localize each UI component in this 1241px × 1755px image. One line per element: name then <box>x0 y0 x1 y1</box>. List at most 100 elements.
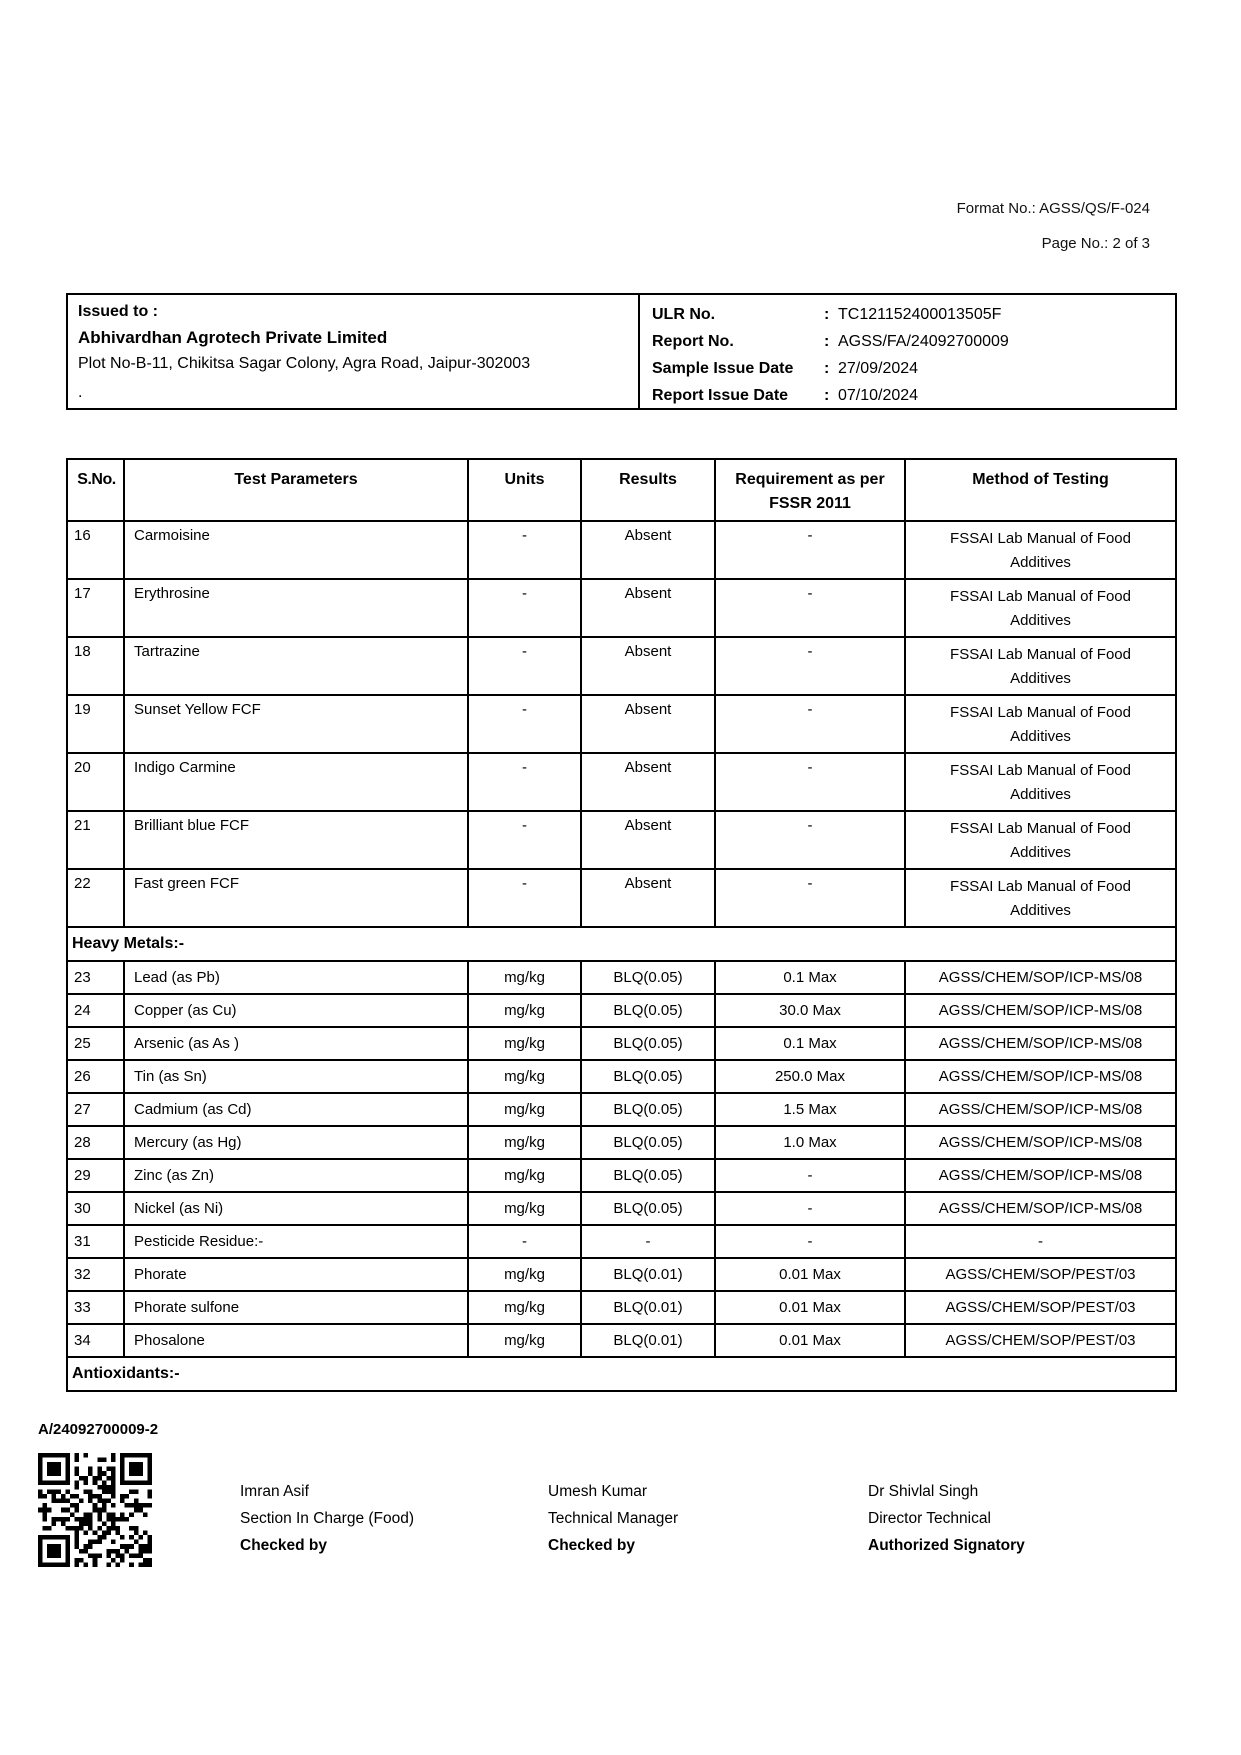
col-requirement: Requirement as per FSSR 2011 <box>714 458 906 522</box>
cell-sno: 16 <box>66 520 125 580</box>
cell-requirement: 0.1 Max <box>714 960 906 995</box>
section-row: Antioxidants:- <box>66 1356 1177 1392</box>
cell-results: BLQ(0.01) <box>580 1257 716 1292</box>
cell-method-text: AGSS/CHEM/SOP/ICP-MS/08 <box>938 1167 1143 1184</box>
cell-sno: 18 <box>66 636 125 696</box>
cell-method: FSSAI Lab Manual of Food Additives <box>904 520 1177 580</box>
cell-requirement: 0.1 Max <box>714 1026 906 1061</box>
cell-parameter: Carmoisine <box>123 520 469 580</box>
cell-requirement: 30.0 Max <box>714 993 906 1028</box>
cell-units: mg/kg <box>467 1323 582 1358</box>
cell-parameter: Fast green FCF <box>123 868 469 928</box>
cell-results: BLQ(0.05) <box>580 993 716 1028</box>
cell-sno: 19 <box>66 694 125 754</box>
cell-method: FSSAI Lab Manual of Food Additives <box>904 810 1177 870</box>
cell-parameter: Cadmium (as Cd) <box>123 1092 469 1127</box>
info-value: AGSS/FA/24092700009 <box>838 333 1009 350</box>
cell-sno: 30 <box>66 1191 125 1226</box>
cell-sno: 27 <box>66 1092 125 1127</box>
info-colon: : <box>824 306 830 323</box>
signatory-role: Checked by <box>548 1537 636 1554</box>
table-row: 27 Cadmium (as Cd) mg/kg BLQ(0.05) 1.5 Max AG… <box>66 1092 1177 1127</box>
cell-method: FSSAI Lab Manual of Food Additives <box>904 636 1177 696</box>
col-sno: S.No. <box>66 458 125 522</box>
cell-parameter: Brilliant blue FCF <box>123 810 469 870</box>
cell-sno: 34 <box>66 1323 125 1358</box>
signatory-name: Dr Shivlal Singh <box>868 1483 979 1500</box>
cell-method-text: AGSS/CHEM/SOP/PEST/03 <box>945 1299 1136 1316</box>
issued-to-cell: Issued to : Abhivardhan Agrotech Private… <box>68 295 640 408</box>
cell-method-text: AGSS/CHEM/SOP/ICP-MS/08 <box>938 1068 1143 1085</box>
cell-units: mg/kg <box>467 1125 582 1160</box>
cell-sno: 31 <box>66 1224 125 1259</box>
cell-requirement: - <box>714 694 906 754</box>
signatory-role: Checked by <box>240 1537 328 1554</box>
report-info: ULR No.: TC121152400013505F Report No.: AGS… <box>640 295 1175 408</box>
table-row: 26 Tin (as Sn) mg/kg BLQ(0.05) 250.0 Max AGSS… <box>66 1059 1177 1094</box>
col-method: Method of Testing <box>904 458 1177 522</box>
cell-results: BLQ(0.05) <box>580 1191 716 1226</box>
cell-method: AGSS/CHEM/SOP/ICP-MS/08 <box>904 993 1177 1028</box>
issued-to-label: Issued to : <box>78 303 159 320</box>
cell-results: Absent <box>580 868 716 928</box>
info-value: TC121152400013505F <box>838 306 1002 323</box>
cell-results: BLQ(0.01) <box>580 1290 716 1325</box>
cell-requirement: - <box>714 868 906 928</box>
cell-requirement: 0.01 Max <box>714 1257 906 1292</box>
cell-method: - <box>904 1224 1177 1259</box>
cell-results: BLQ(0.05) <box>580 1158 716 1193</box>
cell-method-text: - <box>1038 1233 1043 1250</box>
cell-parameter: Zinc (as Zn) <box>123 1158 469 1193</box>
cell-method: FSSAI Lab Manual of Food Additives <box>904 868 1177 928</box>
cell-requirement: - <box>714 1224 906 1259</box>
signatory-title: Director Technical <box>868 1510 991 1527</box>
cell-units: - <box>467 752 582 812</box>
cell-method-text: FSSAI Lab Manual of Food Additives <box>950 588 1131 629</box>
cell-method-text: AGSS/CHEM/SOP/ICP-MS/08 <box>938 969 1143 986</box>
cell-parameter: Mercury (as Hg) <box>123 1125 469 1160</box>
cell-requirement: - <box>714 1158 906 1193</box>
info-colon: : <box>824 360 830 377</box>
cell-method-text: AGSS/CHEM/SOP/PEST/03 <box>945 1266 1136 1283</box>
cell-requirement: 0.01 Max <box>714 1323 906 1358</box>
signatory-name: Umesh Kumar <box>548 1483 648 1500</box>
cell-parameter: Phorate <box>123 1257 469 1292</box>
table-row: 23 Lead (as Pb) mg/kg BLQ(0.05) 0.1 Max AGSS/… <box>66 960 1177 995</box>
cell-parameter: Lead (as Pb) <box>123 960 469 995</box>
table-row: 16 Carmoisine - Absent - FSSAI Lab Manual of … <box>66 520 1177 580</box>
info-label: ULR No. <box>652 306 716 323</box>
cell-units: mg/kg <box>467 1092 582 1127</box>
cell-sno: 32 <box>66 1257 125 1292</box>
cell-sno: 22 <box>66 868 125 928</box>
table-row: 22 Fast green FCF - Absent - FSSAI Lab Manual… <box>66 868 1177 928</box>
cell-parameter: Erythrosine <box>123 578 469 638</box>
cell-parameter: Phosalone <box>123 1323 469 1358</box>
qr-code-icon <box>38 1453 152 1567</box>
cell-requirement: 1.5 Max <box>714 1092 906 1127</box>
cell-requirement: - <box>714 636 906 696</box>
cell-parameter: Sunset Yellow FCF <box>123 694 469 754</box>
cell-method-text: AGSS/CHEM/SOP/ICP-MS/08 <box>938 1035 1143 1052</box>
cell-requirement: - <box>714 578 906 638</box>
table-row: 31 Pesticide Residue:- - - - - <box>66 1224 1177 1259</box>
cell-results: Absent <box>580 810 716 870</box>
page-no: Page No.: 2 of 3 <box>1041 235 1150 252</box>
cell-results: BLQ(0.05) <box>580 1125 716 1160</box>
cell-method-text: FSSAI Lab Manual of Food Additives <box>950 530 1131 571</box>
info-value: 07/10/2024 <box>838 387 919 404</box>
cell-results: BLQ(0.05) <box>580 1026 716 1061</box>
signatory-title: Section In Charge (Food) <box>240 1510 415 1527</box>
info-value: 27/09/2024 <box>838 360 919 377</box>
cell-method-text: FSSAI Lab Manual of Food Additives <box>950 704 1131 745</box>
table-row: 21 Brilliant blue FCF - Absent - FSSAI Lab Ma… <box>66 810 1177 870</box>
report-info-row: Sample Issue Date:27/09/2024 <box>652 355 1175 382</box>
signature-block: Dr Shivlal Singh Director Technical Author… <box>868 1478 1168 1559</box>
cell-results: Absent <box>580 578 716 638</box>
cell-results: BLQ(0.05) <box>580 1092 716 1127</box>
cell-units: - <box>467 810 582 870</box>
cell-parameter: Indigo Carmine <box>123 752 469 812</box>
cell-results: Absent <box>580 520 716 580</box>
col-units: Units <box>467 458 582 522</box>
cell-method: AGSS/CHEM/SOP/ICP-MS/08 <box>904 1158 1177 1193</box>
cell-sno: 25 <box>66 1026 125 1061</box>
